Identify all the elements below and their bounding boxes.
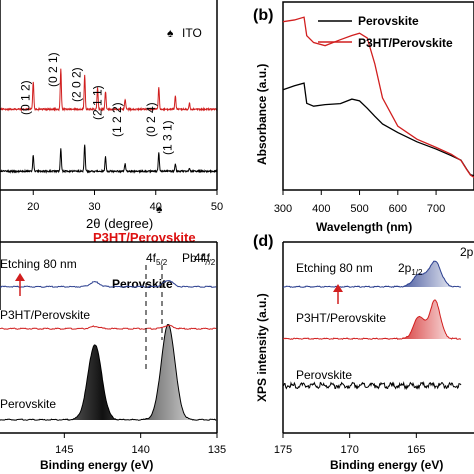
series-line-d-etching	[282, 260, 462, 289]
series-line-c-p3ht	[0, 324, 217, 330]
series-line-c-perovskite	[0, 324, 217, 421]
peak-label-4f72-sub: 7/2	[204, 258, 216, 267]
etch-arrow-d-head	[333, 284, 343, 292]
peak-label-2p12: 2p1/2	[398, 261, 423, 277]
ito-marker-icon: ♠	[156, 202, 163, 216]
peak-label: (0 2 1)	[46, 52, 60, 87]
series-line-a-perovskite	[0, 144, 218, 174]
tick-label: 600	[389, 203, 407, 215]
peak-label: (2 0 2)	[70, 67, 84, 102]
panel-c: Etching 80 nm P3HT/Perovskite Perovskite…	[0, 241, 226, 472]
x-axis-label-b: Wavelength (nm)	[316, 220, 412, 234]
peak-label: (1 2 2)	[110, 102, 124, 137]
panel-label-b: (b)	[253, 7, 273, 24]
x-axis-label-d: Binding energy (eV)	[330, 458, 443, 472]
peak-label-4f52-main: 4f	[146, 251, 157, 265]
legend-label-p3ht: P3HT/Perovskite	[358, 36, 453, 50]
panel-label-d: (d)	[253, 233, 273, 250]
tick-label: 50	[211, 201, 223, 213]
x-ticks-b: 300 400 500 600 700	[274, 190, 445, 215]
peak-label: (0 2 4)	[144, 102, 158, 137]
series-line-d-perovskite	[282, 380, 462, 391]
tick-label: 400	[312, 203, 330, 215]
peak-label-2p12-main: 2p	[398, 261, 412, 275]
tick-label: 140	[131, 444, 149, 456]
spade-icon: ♠	[167, 26, 174, 40]
tick-label: 700	[427, 203, 445, 215]
tick-label: 500	[350, 203, 368, 215]
etch-arrow-c-head	[15, 273, 25, 281]
series-line-a-p3ht	[0, 68, 218, 112]
peak-label: (0 1 2)	[18, 80, 32, 115]
etch-arrow-d	[333, 284, 343, 304]
x-ticks-a: 20 30 40 50	[27, 190, 223, 213]
series-fill-c-perovskite	[0, 324, 217, 421]
x-axis-label-a: 2θ (degree)	[86, 216, 153, 231]
series-line-b-p3ht	[282, 16, 474, 179]
series-label-etching-c: Etching 80 nm	[0, 257, 77, 271]
peak-label-4f72: 4f7/2	[194, 251, 216, 267]
tick-label: 170	[340, 444, 358, 456]
panel-b: (b) Perovskite P3HT/Perovskite Absorbanc…	[253, 1, 474, 234]
tick-label: 20	[27, 201, 39, 213]
tick-label: 175	[274, 444, 292, 456]
series-label-perovskite: Perovskite	[112, 277, 173, 291]
tick-label: 135	[208, 444, 226, 456]
peak-label-2p12-sub: 1/2	[411, 268, 423, 277]
etch-arrow-c	[15, 273, 25, 296]
legend-label-perovskite: Perovskite	[358, 14, 419, 28]
series-fill-d-etching	[283, 261, 462, 288]
x-ticks-d: 175 170 165	[274, 433, 426, 456]
tick-label: 40	[150, 201, 162, 213]
tick-label: 300	[274, 203, 292, 215]
plot-frame-b	[282, 1, 474, 191]
tick-label: 30	[88, 201, 100, 213]
x-axis-label-c: Binding energy (eV)	[40, 458, 153, 472]
series-line-d-p3ht	[282, 299, 462, 340]
series-line-b-perovskite	[282, 82, 474, 177]
peak-label: (1 3 1)	[160, 120, 174, 155]
y-axis-label-d: XPS intensity (a.u.)	[255, 293, 269, 402]
ito-label: ITO	[182, 26, 202, 40]
series-label-etching-d: Etching 80 nm	[296, 261, 373, 275]
series-line-c-etching	[0, 280, 217, 288]
series-fill-d-p3ht	[283, 299, 462, 340]
panel-d: (d) Etching 80 nm P3HT/Perovskite Perovs…	[253, 233, 474, 472]
peak-label-4f72-main: 4f	[194, 251, 205, 265]
tick-label: 165	[407, 444, 425, 456]
y-axis-label-b: Absorbance (a.u.)	[255, 64, 269, 165]
series-label-perovskite-d: Perovskite	[296, 368, 352, 382]
peak-label-4f52: 4f5/2	[146, 251, 168, 267]
legend-b: Perovskite P3HT/Perovskite	[318, 14, 453, 50]
peak-labels-a: (1 0 1)(0 1 2)(0 2 1)(2 0 2)(2 1 1)(1 2 …	[18, 52, 174, 155]
series-label-p3ht-d: P3HT/Perovskite	[296, 311, 386, 325]
tick-label: 145	[55, 444, 73, 456]
series-label-p3ht-c: P3HT/Perovskite	[0, 308, 90, 322]
series-label-perovskite-c: Perovskite	[0, 397, 56, 411]
peak-label-2p32-main: 2p	[460, 245, 474, 259]
pb-4f-label: Pb 4f	[182, 251, 211, 265]
peak-label: (2 1 1)	[91, 85, 105, 120]
peak-label-4f52-sub: 5/2	[156, 258, 168, 267]
x-ticks-c: 145 140 135	[55, 433, 226, 456]
peak-label-2p32: 2p	[460, 245, 474, 259]
